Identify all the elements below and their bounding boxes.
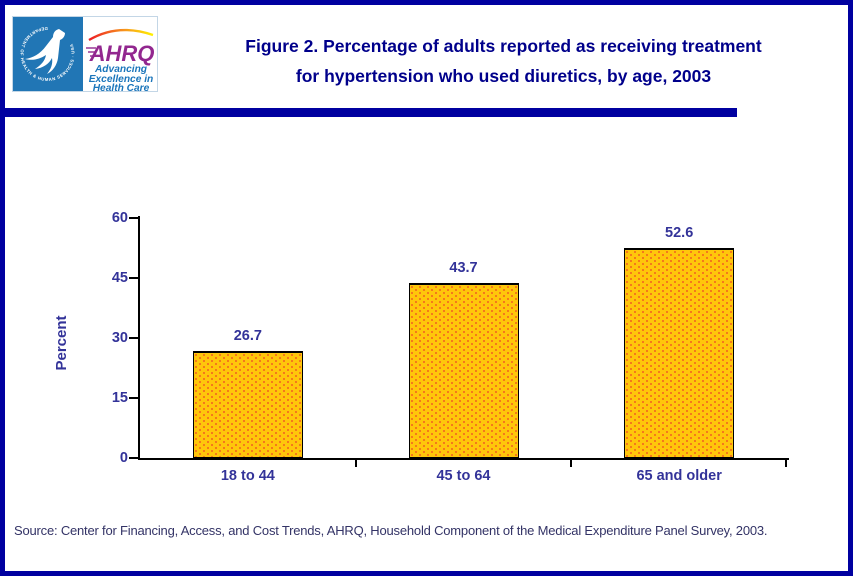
- y-axis-tick-label: 15: [111, 390, 128, 406]
- y-axis-tick-label: 45: [111, 270, 128, 286]
- svg-text:Excellence in: Excellence in: [89, 74, 154, 85]
- plot-area: 0 15 30 45 60 26.7 18 to 44 43.7 45 to 64 52.6 65 …: [112, 210, 789, 484]
- ahrq-acronym: AHRQ: [89, 41, 155, 66]
- hhs-ahrq-logo: DEPARTMENT OF HEALTH & HUMAN SERVICES · …: [12, 16, 158, 94]
- bar-value-label: 52.6: [665, 225, 694, 241]
- figure-title: Figure 2. Percentage of adults reported …: [163, 31, 844, 91]
- y-axis-tick-label: 30: [111, 330, 128, 346]
- source-note: Source: Center for Financing, Access, an…: [14, 523, 768, 538]
- bar: [624, 248, 735, 458]
- bar: [408, 283, 519, 458]
- y-axis-tick: [129, 337, 138, 339]
- y-axis-tick: [129, 397, 138, 399]
- y-axis-tick: [129, 277, 138, 279]
- y-axis-tick-label: 60: [111, 210, 128, 226]
- bar-chart: Percent 0 15 30 45 60 26.7 18 to 44 43.7 45 to 6…: [5, 5, 848, 571]
- bar: [192, 351, 303, 458]
- x-axis-category-label: 65 and older: [636, 468, 722, 484]
- hhs-ahrq-logo-graphic: DEPARTMENT OF HEALTH & HUMAN SERVICES · …: [12, 16, 158, 94]
- bar-value-label: 26.7: [233, 328, 262, 344]
- y-axis-tick-label: 0: [119, 450, 128, 466]
- ahrq-tagline: Advancing Excellence in Health Care: [89, 64, 154, 94]
- ahrq-wordmark: AHRQ Advancing Excellence in Health Care: [83, 16, 158, 94]
- x-axis-tick: [570, 460, 572, 467]
- svg-text:Health Care: Health Care: [93, 83, 150, 92]
- x-axis-tick: [785, 460, 787, 467]
- x-axis-line: [138, 458, 789, 460]
- svg-text:Advancing: Advancing: [94, 64, 148, 75]
- bar-value-label: 43.7: [449, 260, 478, 276]
- y-axis-line: [138, 216, 140, 460]
- hhs-eagle-icon: DEPARTMENT OF HEALTH & HUMAN SERVICES · …: [12, 16, 83, 92]
- header-divider-bar: [5, 108, 737, 117]
- figure-title-line1: Figure 2. Percentage of adults reported …: [245, 36, 762, 56]
- figure-title-line2: for hypertension who used diuretics, by …: [295, 66, 712, 86]
- ahrq-arc-icon: [88, 28, 154, 42]
- x-axis-category-label: 45 to 64: [436, 468, 491, 484]
- x-axis-category-label: 18 to 44: [220, 468, 275, 484]
- x-axis-tick: [355, 460, 357, 467]
- y-axis-tick: [129, 217, 138, 219]
- y-axis-tick: [129, 457, 138, 459]
